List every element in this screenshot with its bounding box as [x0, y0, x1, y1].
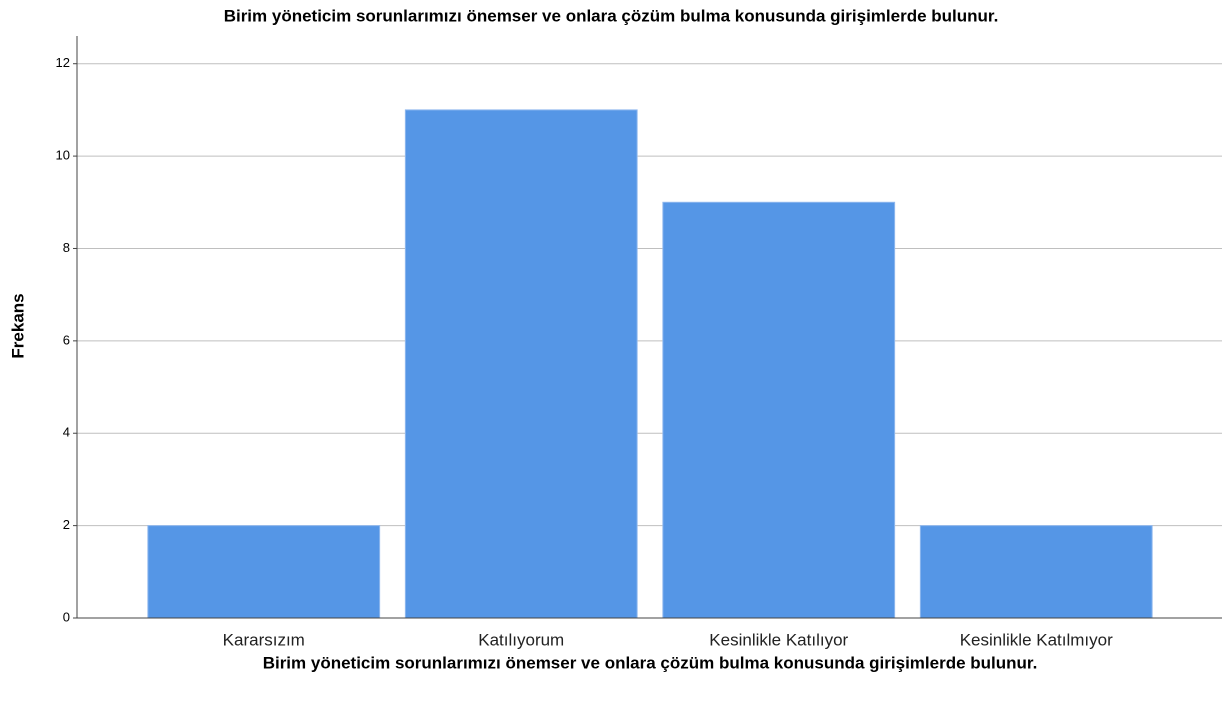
x-tick-label: Kesinlikle Katılıyor [709, 630, 848, 649]
x-tick-label: Katılıyorum [478, 630, 564, 649]
y-tick-label: 4 [63, 425, 70, 440]
y-axis-label: Frekans [8, 293, 27, 358]
x-tick-label: Kesinlikle Katılmıyor [960, 630, 1113, 649]
y-tick-label: 0 [63, 609, 70, 624]
x-axis-label: Birim yöneticim sorunlarımızı önemser ve… [263, 653, 1038, 672]
bar [404, 109, 638, 619]
y-tick-label: 8 [63, 240, 70, 255]
y-tick-label: 12 [56, 55, 70, 70]
chart-title: Birim yöneticim sorunlarımızı önemser ve… [224, 6, 999, 25]
bar [147, 525, 381, 619]
x-tick-label: Kararsızım [223, 630, 305, 649]
bar [919, 525, 1153, 619]
y-tick-label: 10 [56, 148, 70, 163]
y-tick-label: 2 [63, 517, 70, 532]
y-tick-label: 6 [63, 332, 70, 347]
bar [662, 201, 896, 619]
